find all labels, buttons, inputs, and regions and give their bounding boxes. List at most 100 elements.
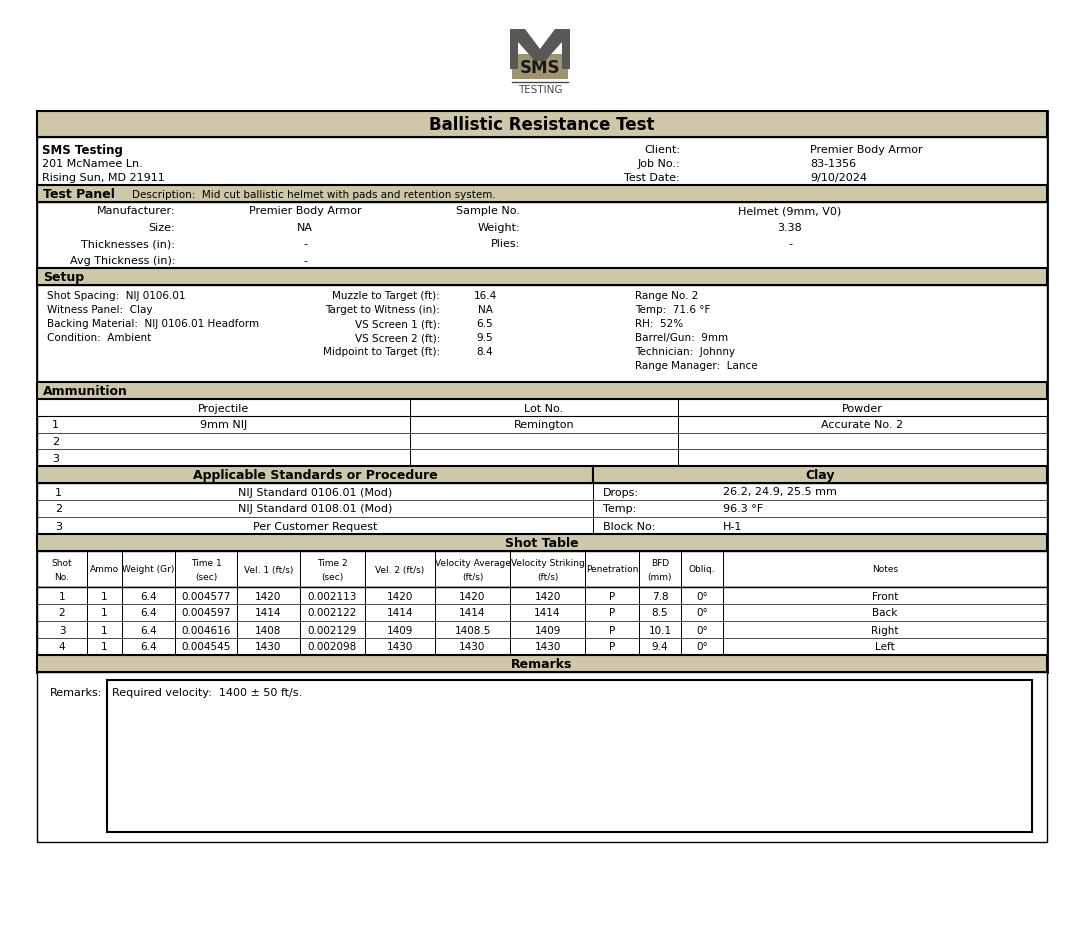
Text: (mm): (mm) [648, 573, 672, 582]
Text: 1420: 1420 [535, 591, 561, 600]
Text: 1408.5: 1408.5 [455, 625, 490, 635]
Text: 6.4: 6.4 [140, 625, 157, 635]
Text: NIJ Standard 0106.01 (Mod): NIJ Standard 0106.01 (Mod) [238, 487, 392, 497]
Text: Time 2: Time 2 [318, 559, 348, 567]
Bar [37, 400, 1047, 417]
Text: 0.002129: 0.002129 [308, 625, 357, 635]
Text: 9.5: 9.5 [476, 332, 494, 342]
Text: Shot Spacing:  NIJ 0106.01: Shot Spacing: NIJ 0106.01 [48, 290, 186, 301]
Text: Temp:: Temp: [603, 504, 636, 514]
Text: 6.4: 6.4 [140, 591, 157, 600]
Text: 1414: 1414 [535, 608, 561, 618]
Text: 0.004616: 0.004616 [181, 625, 231, 635]
Text: -: - [303, 255, 307, 265]
Text: Penetration: Penetration [585, 565, 638, 574]
Text: 0.004577: 0.004577 [181, 591, 231, 600]
Text: Test Date:: Test Date: [624, 173, 680, 183]
Text: Shot: Shot [52, 559, 72, 567]
Bar [37, 535, 1047, 551]
Text: Accurate No. 2: Accurate No. 2 [822, 419, 904, 430]
Text: 10.1: 10.1 [648, 625, 672, 635]
Text: H-1: H-1 [723, 521, 742, 531]
Text: Remarks:: Remarks: [50, 688, 102, 697]
Text: 0°: 0° [697, 642, 707, 651]
Text: 3.38: 3.38 [778, 223, 802, 233]
Bar [37, 551, 1047, 587]
Text: 1: 1 [52, 419, 59, 430]
Text: NA: NA [477, 304, 492, 315]
Text: Size:: Size: [148, 223, 175, 233]
Text: Obliq.: Obliq. [689, 565, 715, 574]
Text: Clay: Clay [806, 469, 835, 482]
Text: Drops:: Drops: [603, 487, 639, 497]
Bar [593, 467, 1047, 483]
Text: 1: 1 [58, 591, 65, 600]
Text: VS Screen 1 (ft):: VS Screen 1 (ft): [354, 318, 440, 329]
Text: 1: 1 [102, 608, 108, 618]
Text: 0.002113: 0.002113 [308, 591, 357, 600]
Text: 1430: 1430 [255, 642, 282, 651]
Text: Projectile: Projectile [198, 403, 249, 413]
Text: Range Manager:  Lance: Range Manager: Lance [635, 361, 758, 370]
Text: Weight:: Weight: [477, 223, 519, 233]
Text: Notes: Notes [872, 565, 899, 574]
Text: VS Screen 2 (ft):: VS Screen 2 (ft): [354, 332, 440, 342]
Text: 1414: 1414 [255, 608, 282, 618]
Text: 0°: 0° [697, 591, 707, 600]
Text: 0°: 0° [697, 608, 707, 618]
Text: Plies:: Plies: [490, 239, 519, 249]
Text: 8.5: 8.5 [651, 608, 669, 618]
Bar [37, 672, 1047, 842]
Text: 1420: 1420 [459, 591, 486, 600]
Text: Required velocity:  1400 ± 50 ft/s.: Required velocity: 1400 ± 50 ft/s. [112, 688, 302, 697]
Text: 2: 2 [52, 436, 59, 446]
Text: (sec): (sec) [194, 573, 217, 582]
Text: Block No:: Block No: [603, 521, 656, 531]
Text: -: - [788, 239, 792, 249]
Text: 2: 2 [55, 504, 63, 514]
Text: Ammunition: Ammunition [43, 384, 127, 397]
Text: 1409: 1409 [535, 625, 561, 635]
Text: 0°: 0° [697, 625, 707, 635]
Text: Vel. 1 (ft/s): Vel. 1 (ft/s) [244, 565, 293, 574]
Text: (ft/s): (ft/s) [537, 573, 558, 582]
Text: Powder: Powder [842, 403, 883, 413]
Text: Test Panel: Test Panel [43, 187, 114, 200]
Text: Right: Right [872, 625, 899, 635]
Text: 1430: 1430 [387, 642, 414, 651]
Text: 1414: 1414 [387, 608, 414, 618]
Text: Barrel/Gun:  9mm: Barrel/Gun: 9mm [635, 332, 728, 342]
Text: 6.4: 6.4 [140, 642, 157, 651]
Text: Rising Sun, MD 21911: Rising Sun, MD 21911 [42, 173, 165, 183]
Text: Front: Front [872, 591, 899, 600]
Text: 1409: 1409 [387, 625, 414, 635]
Bar [37, 186, 1047, 203]
Bar [37, 655, 1047, 672]
Text: 3: 3 [52, 453, 59, 463]
Text: No.: No. [54, 573, 69, 582]
Text: Shot Table: Shot Table [505, 536, 579, 549]
Text: Sample No.: Sample No. [456, 206, 519, 216]
Text: Velocity Average: Velocity Average [434, 559, 511, 567]
Text: 1: 1 [102, 642, 108, 651]
Text: Weight (Gr): Weight (Gr) [122, 565, 175, 574]
Text: 1408: 1408 [255, 625, 282, 635]
Text: Setup: Setup [43, 271, 84, 284]
Text: Premier Body Armor: Premier Body Armor [810, 145, 922, 155]
Text: 1420: 1420 [255, 591, 282, 600]
Text: 9/10/2024: 9/10/2024 [810, 173, 867, 183]
Bar [37, 483, 1047, 535]
Text: 8.4: 8.4 [476, 347, 494, 356]
Text: Remington: Remington [514, 419, 575, 430]
Text: 3: 3 [58, 625, 65, 635]
Text: Vel. 2 (ft/s): Vel. 2 (ft/s) [376, 565, 424, 574]
Text: SMS Testing: SMS Testing [42, 143, 123, 156]
Text: 1414: 1414 [459, 608, 486, 618]
Bar [37, 112, 1047, 672]
Text: Job No.:: Job No.: [637, 159, 680, 169]
Text: Midpoint to Target (ft):: Midpoint to Target (ft): [323, 347, 440, 356]
Bar [37, 467, 593, 483]
Bar [107, 680, 1032, 832]
Text: 3: 3 [55, 521, 62, 531]
Bar [512, 55, 568, 80]
